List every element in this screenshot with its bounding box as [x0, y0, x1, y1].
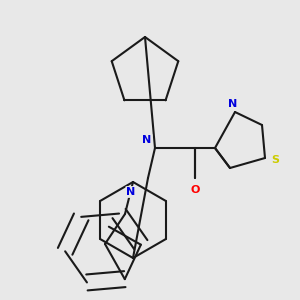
Text: O: O: [190, 185, 200, 195]
Text: N: N: [142, 135, 152, 145]
Text: N: N: [228, 99, 238, 109]
Text: N: N: [126, 187, 136, 197]
Text: S: S: [271, 155, 279, 165]
